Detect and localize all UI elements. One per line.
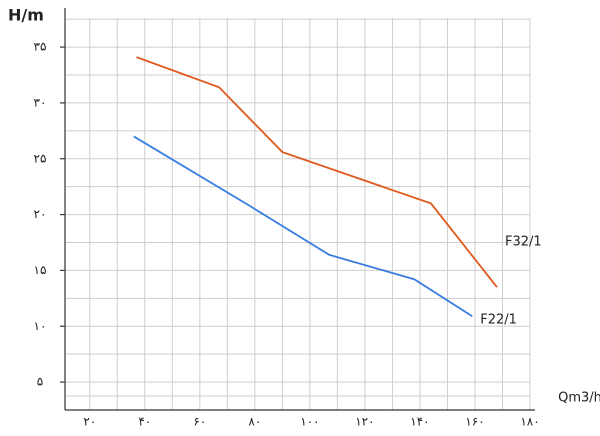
x-tick-label: ۸۰ (248, 415, 261, 429)
series-label: F22/1 (480, 313, 517, 328)
x-tick-label: ۶۰ (193, 415, 206, 429)
y-tick-label: ۳۰ (34, 95, 47, 109)
y-axis-label: H/m (8, 6, 44, 25)
series-label: F32/1 (505, 235, 542, 250)
y-tick-label: ۱۰ (34, 319, 47, 333)
x-tick-label: ۱۸۰ (520, 415, 539, 429)
x-tick-label: ۴۰ (138, 415, 151, 429)
series-line (133, 135, 473, 317)
x-tick-label: ۲۰ (83, 415, 96, 429)
y-tick-label: ۳۵ (34, 40, 47, 54)
x-tick-label: ۱۶۰ (465, 415, 484, 429)
x-tick-label: ۱۴۰ (410, 415, 429, 429)
y-tick-label: ۵ (37, 375, 43, 389)
x-tick-label: ۱۰۰ (300, 415, 319, 429)
x-axis-label: Qm3/h (558, 391, 600, 406)
series-line (136, 56, 498, 288)
x-tick-label: ۱۲۰ (355, 415, 374, 429)
y-tick-label: ۱۵ (34, 263, 47, 277)
y-tick-label: ۲۵ (34, 151, 47, 165)
y-tick-label: ۲۰ (34, 207, 47, 221)
